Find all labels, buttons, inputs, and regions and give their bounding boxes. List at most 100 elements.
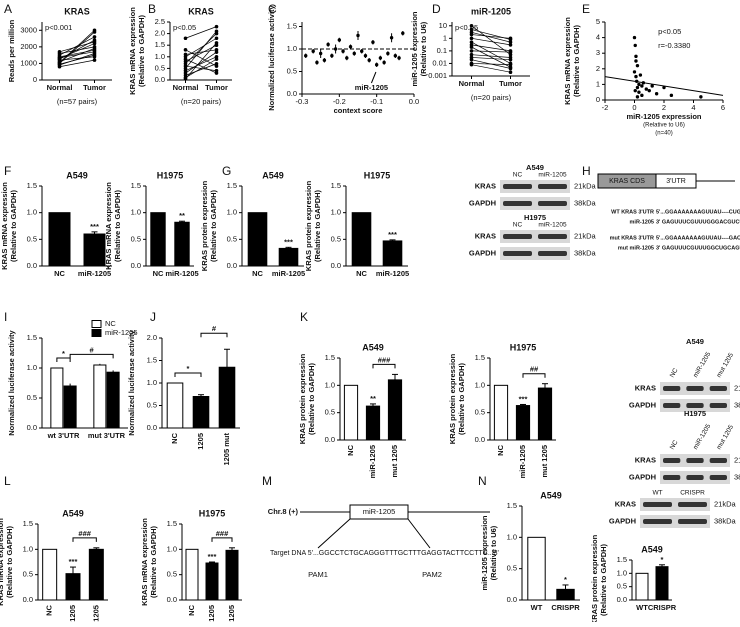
point	[333, 47, 338, 51]
y-tick-label: 1.5	[325, 353, 335, 362]
pair-point	[469, 30, 474, 35]
pair-point	[508, 36, 513, 41]
x-tick-label: CRISPR	[648, 603, 677, 612]
pair-line	[185, 26, 217, 39]
y-tick-label: 1.0	[27, 363, 37, 372]
bar	[166, 382, 184, 429]
blot-size: 21kDa	[574, 231, 597, 240]
y-tick-label: 3000	[20, 25, 37, 34]
y-axis-label: Normalized luciferase activity	[267, 4, 276, 110]
point	[654, 92, 659, 96]
bracket	[372, 363, 396, 369]
significance: ***	[69, 557, 78, 566]
zoom	[317, 518, 431, 549]
y-axis-label: (Relative to GAPDH)	[149, 525, 158, 598]
x-tick-label: mut 1205	[540, 445, 549, 478]
blot-band	[663, 458, 681, 463]
y-tick-label: 0.01	[432, 58, 447, 67]
region-label: KRAS CDS	[609, 178, 645, 185]
chart-title: KRAS	[64, 6, 90, 16]
y-tick-label: 2.5	[155, 17, 165, 26]
panel-letter: L	[4, 474, 11, 488]
y-tick-label: 0.1	[437, 46, 447, 55]
point	[637, 90, 641, 94]
y-tick-label: 1.5	[475, 353, 485, 362]
blot-size: 21kDa	[734, 455, 740, 464]
x-tick-label: mut 3'UTR	[88, 431, 126, 440]
y-tick-label: 0.0	[131, 261, 141, 270]
x-tick-label: 1205 mut	[222, 433, 231, 466]
y-tick-label: 0.0	[475, 435, 485, 444]
pair-line	[185, 33, 217, 65]
pair-point	[508, 43, 513, 47]
panel-letter: J	[150, 310, 156, 324]
panel-letter: D	[432, 2, 441, 16]
y-tick-label: 0.0	[27, 423, 37, 432]
bar	[218, 366, 236, 429]
target: Target DNA 5'...GGCCTCTGCAGGGTTTGCTTTGAG…	[270, 550, 499, 557]
y-tick-label: 0.0	[167, 595, 177, 604]
seq-name: mut KRAS 3'UTR	[610, 235, 654, 241]
x-tick-label: 0	[632, 103, 636, 112]
point	[337, 38, 342, 42]
x-tick-label: -2	[602, 103, 609, 112]
x-tick-label: WT	[636, 603, 648, 612]
y-tick-label: 1.5	[167, 519, 177, 528]
pair-line	[471, 59, 511, 69]
blot-band	[678, 502, 707, 507]
pair-line	[471, 57, 511, 61]
bar	[192, 396, 210, 429]
y-tick-label: 1.0	[131, 208, 141, 217]
blot-band	[663, 403, 681, 408]
y-axis-label: KRAS mRNA expression	[0, 182, 9, 270]
legend-label: miR-1205	[105, 328, 138, 337]
point	[635, 85, 640, 90]
blot-band	[503, 234, 532, 239]
blot-strip	[500, 197, 570, 210]
pair-line	[471, 41, 511, 64]
pair-point	[214, 61, 219, 66]
x-axis-label: (n=40)	[655, 131, 673, 137]
y-tick-label: 1.5	[27, 181, 37, 190]
y-axis-label: miR-1205 expression	[410, 11, 419, 86]
y-tick-label: 1.0	[287, 44, 297, 53]
lane-label: WT	[652, 490, 662, 497]
y-tick-label: 0.5	[325, 408, 335, 417]
legend-label: NC	[105, 319, 116, 328]
bar	[351, 212, 372, 267]
blot-band	[663, 386, 681, 391]
pair-point	[183, 73, 188, 78]
y-axis-label: Reads per million	[7, 19, 16, 82]
lane-label: CRISPR	[680, 490, 705, 497]
bracket-label: ###	[378, 355, 391, 364]
significance: ***	[90, 222, 99, 231]
blot-size: 38kDa	[734, 472, 740, 481]
y-axis-label: KRAS protein expression	[590, 534, 599, 622]
blot-title: A549	[686, 337, 704, 346]
seq-name: WT KRAS 3'UTR	[611, 209, 654, 215]
pair-line	[471, 50, 511, 53]
legend-swatch	[91, 320, 102, 328]
blot-band	[686, 403, 704, 408]
chart-title: A549	[262, 170, 284, 180]
pair-point	[57, 55, 62, 60]
pair-line	[59, 54, 95, 65]
y-axis-label: KRAS protein expression	[304, 180, 313, 271]
y-tick-label: 1.0	[27, 208, 37, 217]
pair-point	[469, 52, 474, 57]
bar	[387, 379, 403, 441]
pair-point	[92, 45, 97, 49]
blot-band	[538, 184, 567, 189]
bar	[42, 548, 58, 601]
bar	[185, 548, 199, 601]
point	[662, 85, 666, 90]
pair-line	[185, 58, 217, 74]
pair-point	[214, 48, 219, 52]
y-tick-label: 2000	[20, 42, 37, 51]
bracket-label: ###	[78, 529, 91, 538]
pair-point	[92, 50, 97, 54]
x-tick-label: Normal	[459, 79, 485, 88]
x-tick-label: NC	[153, 269, 164, 278]
panel-letter: H	[582, 164, 591, 178]
point	[341, 49, 345, 53]
